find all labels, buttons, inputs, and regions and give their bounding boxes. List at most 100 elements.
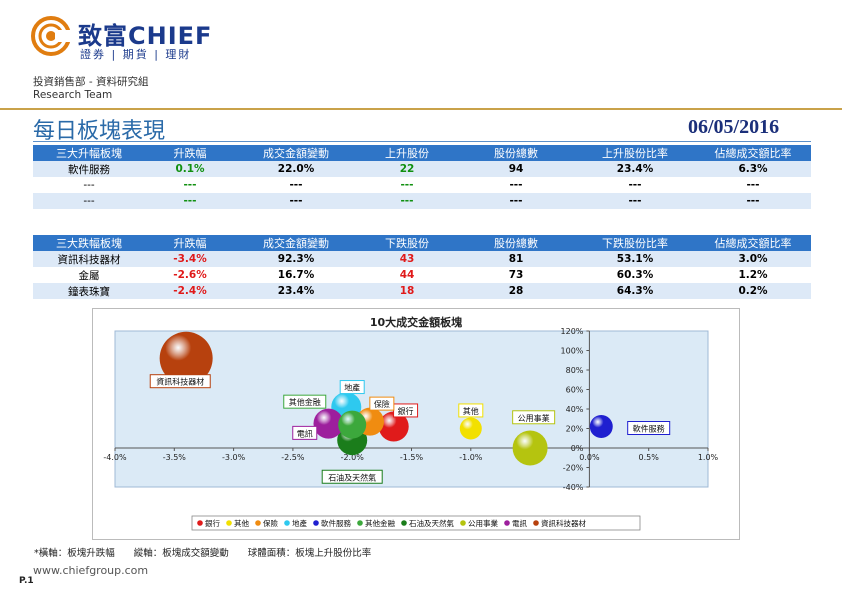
sector-name: ---	[83, 179, 95, 191]
column-header: 股份總數	[457, 235, 575, 251]
x-tick-label: -3.0%	[222, 453, 246, 462]
legend-entry: 其他金融	[365, 518, 395, 528]
sector-name: ---	[33, 193, 145, 209]
total-count: 94	[457, 161, 575, 177]
column-header: 佔總成交額比率	[695, 145, 811, 161]
data-label: 保險	[374, 399, 390, 409]
y-tick-label: 20%	[566, 425, 584, 434]
column-header: 股份總數	[457, 145, 575, 161]
top-losers-table: 三大跌幅板塊 升跌幅 成交金額變動 下跌股份 股份總數 下跌股份比率 佔總成交額…	[33, 235, 811, 299]
website-link[interactable]: www.chiefgroup.com	[33, 564, 149, 577]
turnover-change: ---	[235, 193, 357, 209]
sector-name: 金屬	[78, 269, 100, 282]
column-header: 成交金額變動	[235, 145, 357, 161]
total-count: ---	[509, 179, 523, 191]
bubble-1	[378, 411, 409, 442]
data-label: 軟件服務	[633, 424, 665, 434]
legend-entry: 保險	[263, 518, 278, 528]
y-tick-label: 100%	[561, 347, 584, 356]
falling-count: 44	[399, 269, 415, 281]
y-tick-label: 80%	[566, 366, 584, 375]
column-header: 上升股份比率	[575, 145, 695, 161]
data-label-box	[627, 421, 671, 435]
total-count: 81	[457, 251, 575, 267]
turnover-share: ---	[746, 179, 760, 191]
turnover-change: 92.3%	[235, 251, 357, 267]
data-label-box	[292, 425, 318, 440]
change-pct: ---	[145, 193, 235, 209]
turnover-share: 6.3%	[695, 161, 811, 177]
report-date: 06/05/2016	[688, 116, 780, 138]
x-tick-label: -4.0%	[103, 453, 127, 462]
x-tick-label: 1.0%	[698, 453, 719, 462]
x-tick-label: -1.5%	[400, 453, 424, 462]
x-tick-label: -1.0%	[459, 453, 483, 462]
y-tick-label: 120%	[561, 327, 584, 336]
legend-entry: 軟件服務	[321, 518, 351, 528]
title-underline	[33, 141, 811, 142]
legend-entry: 其他	[234, 518, 249, 528]
legend-entry: 電訊	[512, 518, 527, 528]
x-tick-label: -2.0%	[341, 453, 365, 462]
table-row: --- --- --- --- --- --- ---	[33, 193, 811, 209]
legend-box	[191, 515, 641, 531]
data-label: 其他金融	[289, 397, 321, 407]
column-header: 三大跌幅板塊	[33, 235, 145, 251]
page-number: P.1	[19, 576, 34, 586]
turnover-share: 0.2%	[695, 283, 811, 299]
bubble-8	[512, 430, 548, 466]
legend-entry: 石油及天然氣	[409, 518, 454, 528]
bubble-chart-panel: 10大成交金額板塊 -4.0% -3.5% -3.0% -2.5% -2.0% -1.5% -…	[92, 308, 740, 540]
sector-name: 鐘表珠寶	[33, 283, 145, 299]
column-header: 成交金額變動	[235, 235, 357, 251]
data-label-box	[321, 469, 383, 484]
x-tick-label: 0.5%	[639, 453, 660, 462]
rising-ratio: ---	[575, 193, 695, 209]
data-label: 石油及天然氣	[328, 472, 376, 482]
rising-count: 22	[357, 161, 457, 177]
legend-marker	[504, 520, 510, 526]
data-label: 銀行	[398, 406, 414, 416]
team-label: Research Team	[33, 89, 113, 101]
bubble-6	[338, 410, 367, 439]
column-header: 佔總成交額比率	[695, 235, 811, 251]
rising-count: ---	[400, 179, 414, 191]
turnover-share: ---	[695, 193, 811, 209]
bubble-chart: 10大成交金額板塊 -4.0% -3.5% -3.0% -2.5% -2.0% -1.5% -…	[103, 315, 719, 531]
change-pct: ---	[183, 179, 197, 191]
rising-ratio: ---	[628, 179, 642, 191]
table-row: --- --- --- --- --- --- ---	[33, 177, 811, 193]
legend-marker	[533, 520, 539, 526]
falling-count: 18	[357, 283, 457, 299]
total-count: ---	[457, 193, 575, 209]
chart-footnote: *橫軸：板塊升跌幅 縱軸：板塊成交額變動 球體面積：板塊上升股份比率	[34, 548, 372, 559]
column-header: 上升股份	[357, 145, 457, 161]
table-header-row: 三大升幅板塊 升跌幅 成交金額變動 上升股份 股份總數 上升股份比率 佔總成交額…	[33, 145, 811, 161]
column-header: 升跌幅	[145, 235, 235, 251]
data-label-box	[339, 380, 365, 395]
legend-marker	[357, 520, 363, 526]
data-label-box	[369, 396, 395, 411]
turnover-change: 23.4%	[235, 283, 357, 299]
data-label: 資訊科技器材	[156, 377, 204, 387]
bubble-2	[459, 417, 482, 440]
turnover-change: 16.7%	[277, 269, 315, 281]
y-tick-label: 40%	[566, 405, 584, 414]
header-divider	[0, 108, 842, 110]
y-tick-label: 60%	[566, 386, 584, 395]
data-label-box	[283, 394, 327, 409]
table-row: 軟件服務 0.1% 22.0% 22 94 23.4% 6.3%	[33, 161, 811, 177]
legend-entry: 資訊科技器材	[541, 518, 586, 528]
legend-marker	[255, 520, 261, 526]
legend-entry: 地產	[292, 518, 307, 528]
falling-ratio: 53.1%	[575, 251, 695, 267]
turnover-share: 3.0%	[695, 251, 811, 267]
column-header: 升跌幅	[145, 145, 235, 161]
table-row: 金屬 -2.6% 16.7% 44 73 60.3% 1.2%	[33, 267, 811, 283]
table-header-row: 三大跌幅板塊 升跌幅 成交金額變動 下跌股份 股份總數 下跌股份比率 佔總成交額…	[33, 235, 811, 251]
x-tick-label: -2.5%	[281, 453, 305, 462]
x-tick-label: 0.0%	[579, 453, 600, 462]
column-header: 下跌股份比率	[575, 235, 695, 251]
bubble-9	[313, 408, 344, 439]
total-count: 28	[457, 283, 575, 299]
